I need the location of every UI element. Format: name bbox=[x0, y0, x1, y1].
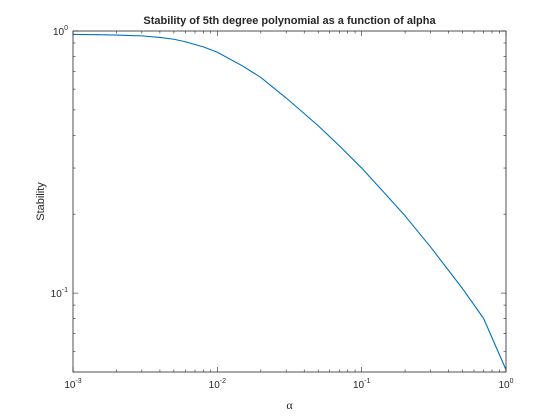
minor-ticks bbox=[73, 31, 506, 373]
x-tick-label: 10-3 bbox=[64, 378, 81, 391]
tick-labels: 10-3 10-2 10-1 100 10-1 100 bbox=[51, 25, 514, 391]
y-tick-label: 10-1 bbox=[51, 287, 68, 300]
chart-title: Stability of 5th degree polynomial as a … bbox=[143, 15, 436, 27]
plot-area bbox=[73, 31, 506, 372]
y-tick-label: 100 bbox=[53, 25, 68, 38]
y-axis-label: Stability bbox=[35, 182, 47, 221]
x-axis-label: α bbox=[286, 398, 293, 412]
series-layer bbox=[72, 33, 507, 370]
x-tick-label: 100 bbox=[498, 378, 513, 391]
series-line-1 bbox=[72, 33, 507, 370]
x-tick-label: 10-1 bbox=[353, 378, 370, 391]
x-tick-label: 10-2 bbox=[209, 378, 226, 391]
plot-frame bbox=[72, 30, 507, 373]
